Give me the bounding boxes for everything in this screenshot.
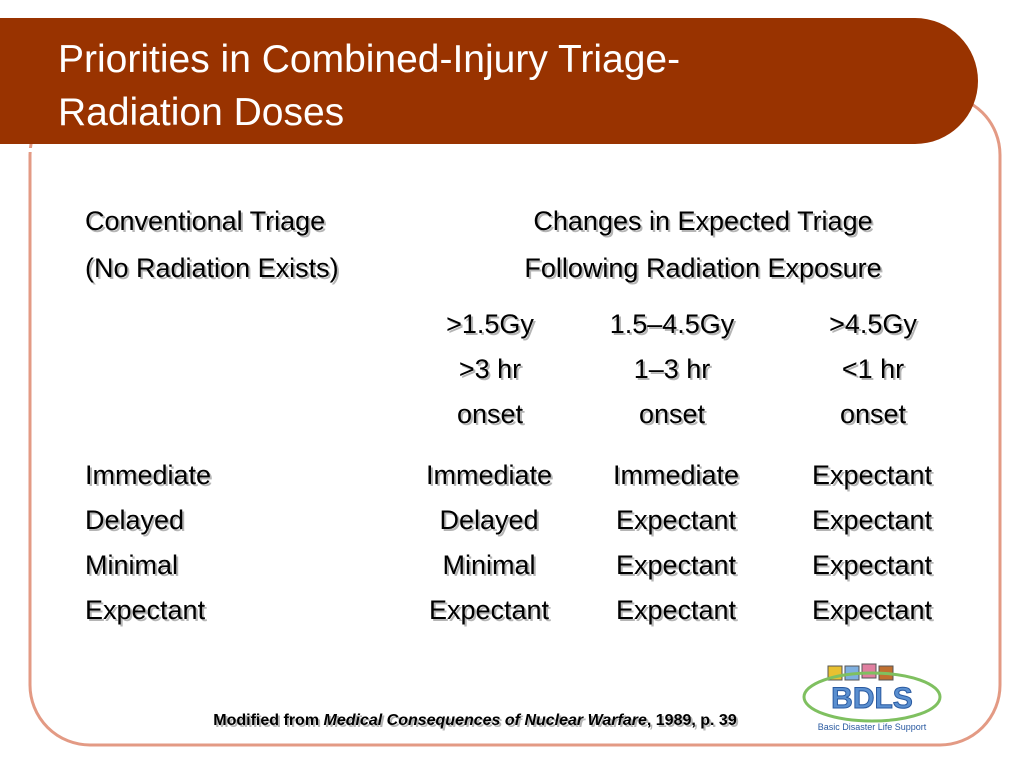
dose-label: >4.5Gy — [829, 309, 917, 339]
citation-source: Medical Consequences of Nuclear Warfare — [323, 712, 647, 729]
table-cell: Delayed — [439, 505, 539, 535]
logo-tagline: Basic Disaster Life Support — [818, 722, 927, 732]
header-changes: Changes in Expected Triage — [533, 206, 873, 236]
citation: Modified from Medical Consequences of Nu… — [213, 712, 736, 730]
logo-name: BDLS — [831, 682, 913, 715]
table-cell: Expectant — [85, 595, 206, 625]
citation-prefix: Modified from — [213, 712, 324, 729]
dose-label: >1.5Gy — [446, 309, 534, 339]
dose-label: <1 hr — [841, 354, 905, 384]
logo: BDLS Basic Disaster Life Support — [802, 663, 942, 732]
table-cell: Expectant — [811, 460, 933, 490]
table-cell: Immediate — [85, 460, 212, 490]
title-line: Priorities in Combined-Injury Triage- — [58, 38, 681, 81]
table-cell: Expectant — [428, 595, 550, 625]
table-cell: Delayed — [85, 505, 185, 535]
table-cell: Expectant — [615, 505, 737, 535]
table-cell: Expectant — [615, 550, 737, 580]
table-cell: Expectant — [811, 550, 933, 580]
header-conventional: (No Radiation Exists) — [85, 253, 339, 283]
title-band — [0, 18, 978, 144]
dose-label: 1.5–4.5Gy — [609, 309, 735, 339]
dose-label: 1–3 hr — [633, 354, 711, 384]
dose-label: onset — [456, 399, 524, 429]
table-cell: Expectant — [615, 595, 737, 625]
table-cell: Minimal — [442, 550, 536, 580]
citation-suffix: , 1989, p. 39 — [646, 712, 737, 729]
header-conventional: Conventional Triage — [85, 206, 326, 236]
table-cell: Expectant — [811, 505, 933, 535]
title-rule — [0, 148, 930, 152]
dose-label: onset — [638, 399, 706, 429]
title-line: Radiation Doses — [58, 91, 345, 134]
header-changes: Following Radiation Exposure — [524, 253, 882, 283]
table-cell: Minimal — [85, 550, 179, 580]
table-cell: Expectant — [811, 595, 933, 625]
table-cell: Immediate — [425, 460, 553, 490]
dose-label: onset — [839, 399, 907, 429]
table-cell: Immediate — [612, 460, 740, 490]
dose-label: >3 hr — [458, 354, 522, 384]
